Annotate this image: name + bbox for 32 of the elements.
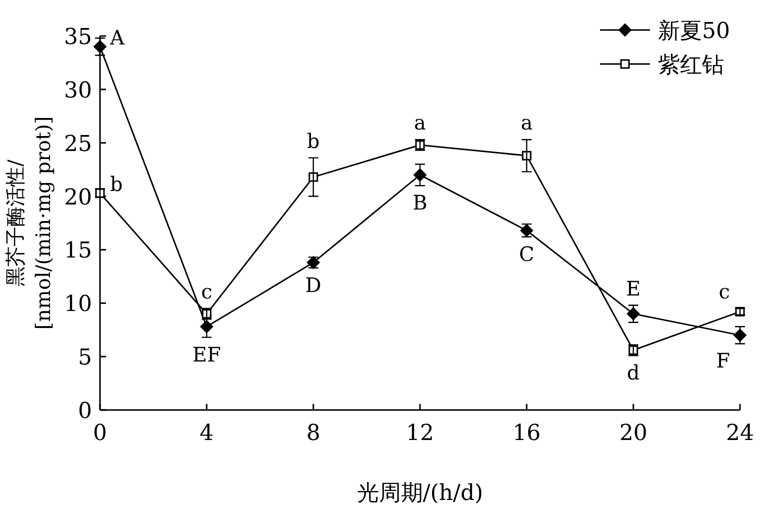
y-tick-label: 25 [64, 132, 92, 157]
x-tick-label: 12 [406, 421, 434, 446]
x-tick-label: 24 [726, 421, 754, 446]
annotation: c [718, 279, 730, 304]
y-tick-label: 15 [64, 238, 92, 264]
annotation: EF [192, 342, 222, 366]
x-axis-title: 光周期/(h/d) [356, 481, 484, 506]
y-tick-label: 20 [64, 185, 92, 210]
y-tick-label: 35 [64, 25, 92, 50]
annotation: B [412, 190, 428, 215]
annotation: A [109, 26, 125, 50]
annotation: F [716, 348, 730, 373]
annotation: d [626, 360, 640, 385]
y-tick-label: 10 [64, 292, 92, 318]
y-tick-label: 0 [78, 399, 92, 424]
x-tick-label: 20 [619, 421, 648, 446]
legend-label: 新夏50 [658, 19, 730, 44]
annotation: a [414, 110, 426, 135]
annotation: D [305, 272, 322, 297]
legend-label: 紫红钻 [658, 53, 724, 78]
annotation: a [520, 110, 533, 135]
x-tick-label: 8 [306, 421, 320, 446]
y-tick-label: 5 [78, 346, 92, 371]
x-tick-label: 16 [512, 421, 541, 446]
y-tick-label: 30 [64, 78, 92, 104]
annotation: C [519, 242, 534, 266]
y-axis-title: 黑芥子酶活性/ [nmol/(min·mg prot)] [3, 116, 55, 330]
annotation: E [626, 276, 641, 300]
annotation: b [306, 128, 320, 153]
annotation: c [201, 279, 212, 304]
x-tick-label: 4 [200, 421, 214, 446]
annotation: b [110, 172, 123, 196]
